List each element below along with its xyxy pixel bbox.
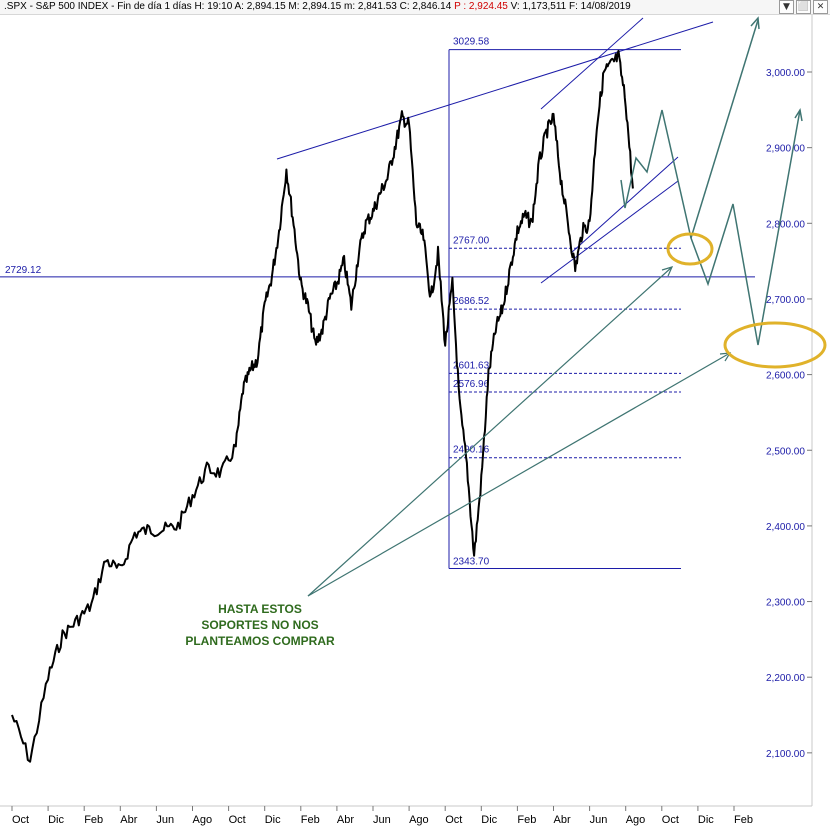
y-tick-label-2: 2,800.00 [766, 219, 805, 230]
fib-level-label-0: 2767.00 [453, 235, 490, 246]
window-controls: ▼ ⬜ ✕ [779, 0, 828, 14]
y-tick-label-5: 2,500.00 [766, 446, 805, 457]
y-tick-label-6: 2,400.00 [766, 522, 805, 533]
projection-path [620, 109, 801, 346]
chart-header: .SPX - S&P 500 INDEX - Fin de día 1 días… [0, 0, 830, 15]
support-line-label: 2729.12 [5, 265, 42, 276]
support-annotation: HASTA ESTOS SOPORTES NO NOS PLANTEAMOS C… [160, 601, 360, 649]
x-tick-label-9: Abr [337, 814, 354, 826]
x-tick-label-14: Feb [517, 814, 536, 826]
x-tick-label-16: Jun [590, 814, 608, 826]
annotation-line-1: HASTA ESTOS [218, 602, 302, 616]
x-tick-label-0: Oct [12, 814, 29, 826]
y-tick-label-4: 2,600.00 [766, 371, 805, 382]
x-tick-label-6: Oct [229, 814, 246, 826]
annotation-line-3: PLANTEAMOS COMPRAR [185, 634, 335, 648]
fib-low-label: 2343.70 [453, 556, 490, 567]
target-circle-2 [723, 321, 827, 369]
maximize-icon[interactable]: ⬜ [796, 0, 811, 14]
header-prev-close: P : 2,924.45 [454, 1, 508, 12]
x-tick-label-13: Dic [481, 814, 497, 826]
y-tick-label-9: 2,100.00 [766, 749, 805, 760]
y-tick-label-7: 2,300.00 [766, 598, 805, 609]
header-quote-main: .SPX - S&P 500 INDEX - Fin de día 1 días… [4, 1, 455, 12]
projection-arrowhead [750, 16, 760, 30]
fib-level-label-2: 2601.63 [453, 360, 490, 371]
x-tick-label-11: Ago [409, 814, 429, 826]
x-tick-label-15: Abr [554, 814, 571, 826]
support-arrowhead-1 [661, 266, 674, 277]
projection-arrowhead-2 [794, 107, 803, 122]
x-tick-label-19: Dic [698, 814, 714, 826]
y-tick-label-8: 2,200.00 [766, 673, 805, 684]
x-tick-label-5: Ago [193, 814, 213, 826]
y-tick-label-0: 3,000.00 [766, 68, 805, 79]
annotation-line-2: SOPORTES NO NOS [201, 618, 319, 632]
x-tick-label-17: Ago [626, 814, 646, 826]
x-tick-label-8: Feb [301, 814, 320, 826]
x-tick-label-4: Jun [156, 814, 174, 826]
support-arrow-1 [307, 266, 673, 597]
y-tick-label-3: 2,700.00 [766, 295, 805, 306]
fib-high-label: 3029.58 [453, 37, 490, 48]
x-tick-label-2: Feb [84, 814, 103, 826]
price-line [11, 49, 634, 763]
x-tick-label-3: Abr [120, 814, 137, 826]
x-tick-label-12: Oct [445, 814, 462, 826]
target-circle-1 [666, 232, 714, 266]
header-quote-text: .SPX - S&P 500 INDEX - Fin de día 1 días… [4, 1, 631, 12]
fib-level-label-4: 2490.16 [453, 445, 490, 456]
x-tick-label-18: Oct [662, 814, 679, 826]
x-tick-label-1: Dic [48, 814, 64, 826]
close-icon[interactable]: ✕ [813, 0, 828, 14]
x-tick-label-20: Feb [734, 814, 753, 826]
projection-breakout-line [690, 19, 759, 239]
x-tick-label-10: Jun [373, 814, 391, 826]
fib-level-label-1: 2686.52 [453, 296, 490, 307]
header-quote-tail: V: 1,173,511 F: 14/08/2019 [507, 1, 631, 12]
dropdown-icon[interactable]: ▼ [779, 0, 794, 14]
y-tick-label-1: 2,900.00 [766, 144, 805, 155]
channel-upper-line [540, 17, 644, 110]
support-arrow-2 [307, 352, 731, 597]
x-tick-label-7: Dic [265, 814, 281, 826]
channel-lower-line-2 [540, 180, 679, 284]
resistance-trendline [276, 21, 714, 160]
fib-level-label-3: 2576.96 [453, 379, 490, 390]
